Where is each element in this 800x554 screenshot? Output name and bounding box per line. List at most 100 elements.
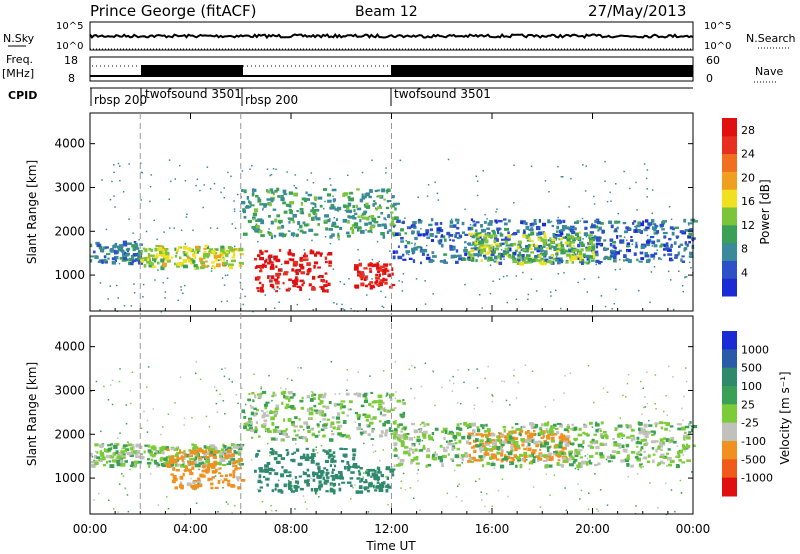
velocity-cell	[408, 368, 411, 371]
power-cell	[97, 260, 101, 263]
power-cell	[472, 242, 475, 244]
power-cell	[684, 276, 686, 278]
power-cell	[328, 260, 332, 264]
power-cell	[604, 247, 609, 251]
power-cell	[450, 218, 453, 220]
power-cell	[214, 255, 217, 259]
power-cell	[361, 212, 365, 216]
velocity-cell	[366, 470, 368, 472]
power-cell	[414, 244, 416, 246]
power-cell	[266, 168, 269, 170]
velocity-cell	[449, 439, 453, 443]
velocity-cell	[243, 423, 248, 426]
power-cell	[597, 276, 600, 279]
power-cell	[476, 232, 479, 235]
velocity-cell	[238, 459, 242, 463]
velocity-cell	[228, 378, 230, 380]
power-cell	[375, 279, 379, 283]
velocity-cell	[543, 459, 548, 462]
velocity-cell	[545, 464, 549, 468]
power-cell	[560, 307, 562, 310]
velocity-cell	[621, 437, 624, 440]
velocity-cell	[513, 437, 519, 441]
power-cell	[170, 256, 174, 259]
velocity-cell	[188, 468, 192, 473]
velocity-cell	[318, 430, 321, 434]
power-cell	[252, 188, 254, 190]
velocity-cell	[476, 368, 478, 370]
velocity-cell	[424, 362, 427, 365]
power-cell	[516, 245, 520, 250]
velocity-cell	[548, 453, 551, 458]
velocity-colorbar-tick: 1000	[741, 343, 769, 356]
power-cell	[401, 281, 403, 283]
velocity-cell	[388, 393, 392, 397]
power-cell	[323, 207, 325, 210]
power-cell	[229, 265, 233, 270]
power-cell	[276, 214, 281, 218]
power-cell	[551, 224, 555, 228]
power-cell	[653, 252, 658, 255]
velocity-cell	[616, 433, 619, 437]
velocity-cell	[439, 444, 443, 448]
velocity-cell	[380, 473, 385, 478]
power-cell	[408, 257, 413, 261]
velocity-cell	[165, 446, 169, 450]
velocity-cell	[419, 428, 422, 431]
power-cell	[354, 265, 359, 270]
power-cell	[574, 257, 578, 261]
power-cell	[275, 265, 278, 269]
velocity-cell	[605, 435, 609, 440]
power-cell	[226, 260, 228, 262]
velocity-cell	[388, 427, 392, 431]
velocity-cell	[458, 429, 461, 431]
power-cell	[467, 256, 471, 260]
velocity-cell	[678, 459, 682, 462]
power-cell	[534, 244, 539, 248]
power-cell	[557, 216, 559, 219]
velocity-cell	[489, 456, 492, 460]
power-cell	[348, 197, 354, 202]
velocity-cell	[254, 394, 257, 399]
velocity-cell	[331, 416, 335, 419]
power-cell	[623, 254, 627, 259]
power-cell	[277, 226, 281, 230]
power-cell	[645, 219, 649, 223]
power-cell	[622, 222, 627, 225]
power-cell	[543, 232, 547, 237]
velocity-cell	[190, 460, 195, 465]
velocity-cell	[146, 386, 148, 388]
velocity-cell	[479, 439, 484, 443]
power-cell	[552, 235, 555, 239]
power-cell	[527, 261, 532, 264]
power-cell	[513, 251, 517, 256]
velocity-cell	[553, 423, 557, 427]
power-cell	[593, 239, 596, 242]
velocity-cell	[170, 462, 175, 466]
velocity-cell	[513, 375, 515, 377]
velocity-cell	[165, 463, 170, 466]
velocity-cell	[657, 462, 662, 465]
velocity-cell	[376, 466, 381, 470]
velocity-cell	[183, 424, 185, 426]
power-cell	[233, 210, 236, 213]
power-cell	[324, 256, 328, 261]
velocity-cell	[171, 479, 176, 484]
velocity-cell	[630, 428, 635, 432]
power-cell	[254, 257, 258, 261]
power-cell	[262, 207, 264, 210]
velocity-cell	[639, 428, 645, 432]
velocity-cell	[577, 483, 579, 485]
velocity-cell	[578, 446, 580, 449]
velocity-cell	[306, 508, 308, 510]
velocity-cell	[199, 481, 201, 483]
velocity-cell	[475, 433, 479, 436]
velocity-cell	[109, 447, 113, 451]
power-cell	[604, 160, 606, 163]
power-cell	[584, 226, 588, 230]
power-cell	[595, 242, 601, 246]
velocity-cell	[113, 445, 118, 449]
power-cell	[350, 226, 354, 231]
velocity-cell	[320, 445, 323, 447]
velocity-cell	[133, 460, 139, 464]
